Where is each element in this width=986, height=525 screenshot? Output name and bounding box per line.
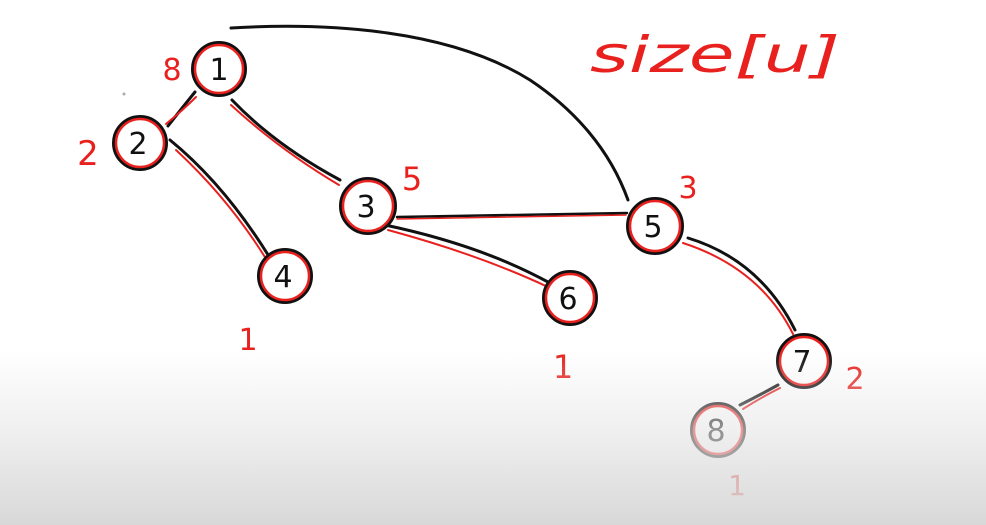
node-3: 3 — [339, 177, 397, 235]
edge-5-7 — [686, 236, 797, 332]
size-label-node-8: 1 — [728, 469, 746, 502]
edge-2-4 — [168, 138, 272, 260]
node-2-label: 2 — [128, 127, 147, 162]
node-4-circle — [257, 248, 313, 304]
edge-7-8 — [738, 383, 780, 407]
edge-3-5 — [395, 211, 629, 219]
edge-5-7-red — [682, 242, 794, 335]
edge-1-2-red — [165, 96, 197, 125]
node-8-label: 8 — [706, 414, 725, 449]
node-5-circle — [626, 197, 684, 255]
size-label-node-3: 5 — [402, 160, 422, 198]
node-6-circle-red — [544, 272, 596, 324]
edge-1-3-red — [230, 104, 340, 186]
size-array-title: size[u] — [590, 26, 840, 84]
size-label-node-6: 1 — [553, 348, 573, 386]
size-annotations: 8 2 5 1 3 1 2 1 — [77, 53, 864, 502]
node-1: 1 — [191, 41, 247, 97]
edge-7-8-red — [742, 387, 781, 410]
node-5-circle-red — [628, 199, 682, 253]
node-6-circle — [542, 270, 598, 326]
node-3-circle — [339, 177, 397, 235]
node-7-label: 7 — [792, 345, 811, 380]
node-8: 8 — [690, 402, 746, 458]
node-5-label: 5 — [643, 210, 662, 245]
node-4: 4 — [257, 248, 313, 304]
node-2: 2 — [112, 115, 168, 171]
node-6: 6 — [542, 270, 598, 326]
node-1-circle-red — [193, 43, 245, 95]
size-label-node-7: 2 — [845, 362, 864, 397]
edge-1-2 — [166, 90, 197, 128]
size-label-node-5: 3 — [678, 171, 697, 206]
node-4-circle-red — [259, 250, 311, 302]
edge-3-5-red — [396, 214, 627, 220]
size-label-node-2: 2 — [77, 134, 99, 174]
size-label-node-4: 1 — [238, 323, 257, 358]
node-2-circle-red — [114, 117, 166, 169]
node-2-circle — [112, 115, 168, 171]
edge-1-5 — [229, 24, 630, 202]
size-label-node-1: 8 — [162, 53, 181, 88]
node-3-label: 3 — [356, 190, 375, 225]
edge-3-6 — [383, 223, 550, 284]
node-7: 7 — [776, 333, 832, 389]
edge-2-4-red — [175, 149, 269, 263]
stray-dot — [122, 92, 126, 96]
node-3-circle-red — [341, 179, 395, 233]
node-1-circle — [191, 41, 247, 97]
edge-1-3 — [230, 98, 342, 182]
node-5: 5 — [626, 197, 684, 255]
node-4-label: 4 — [273, 260, 292, 295]
edge-3-6-red — [387, 229, 549, 288]
node-1-label: 1 — [209, 53, 228, 88]
node-6-label: 6 — [558, 282, 577, 317]
